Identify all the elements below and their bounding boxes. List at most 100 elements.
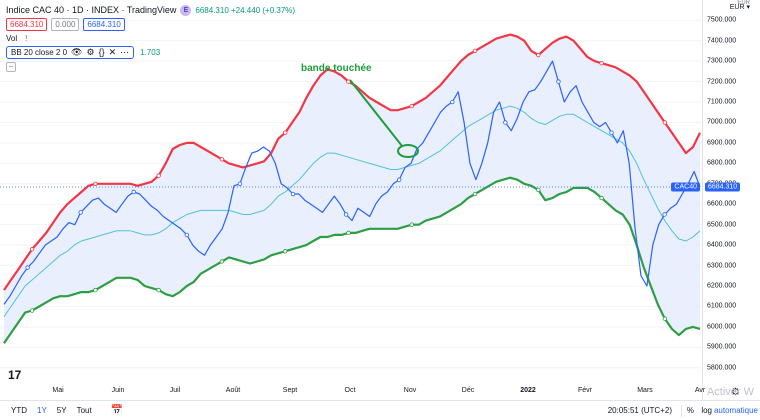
- month-label: Juin: [111, 387, 125, 394]
- series-marker: [29, 247, 35, 252]
- price-tick-label: 7000.000: [707, 118, 737, 126]
- chart-legend: Indice CAC 40 · 1D · INDEX · TradingView…: [6, 3, 295, 72]
- price-tick-label: 5800.000: [707, 364, 737, 372]
- touch-highlight-ellipse: [397, 144, 419, 158]
- price-axis[interactable]: EUR EUR ▾ 7500.000 7400.000 7300.000 7200.0…: [702, 0, 760, 400]
- series-marker: [346, 230, 351, 236]
- series-marker: [25, 265, 30, 270]
- price-tick-label: 6300.000: [707, 262, 737, 270]
- eye-icon[interactable]: 👁: [71, 46, 83, 57]
- last-price-label: 6684.310: [705, 182, 741, 192]
- series-marker: [450, 99, 455, 105]
- log-toggle[interactable]: log: [701, 406, 712, 415]
- percent-toggle[interactable]: %: [686, 406, 694, 415]
- series-marker: [156, 287, 161, 293]
- indicator-label: BB 20 close 2 0: [11, 47, 68, 57]
- ask-price-box[interactable]: 6684.310: [83, 17, 125, 31]
- series-marker: [93, 287, 98, 293]
- price-tick-label: 6800.000: [707, 159, 737, 167]
- clock[interactable]: 20:05:51 (UTC+2): [607, 406, 672, 415]
- range-button-tout[interactable]: Tout: [76, 406, 92, 415]
- series-marker: [78, 210, 83, 215]
- month-label: Août: [225, 387, 241, 394]
- source-code-icon[interactable]: {}: [98, 47, 105, 57]
- annotation-text[interactable]: bande touchée: [301, 63, 372, 74]
- series-marker: [536, 52, 541, 58]
- series-marker: [409, 222, 414, 227]
- month-label: Nov: [403, 387, 417, 394]
- price-chart[interactable]: [0, 0, 702, 384]
- price-tick-label: 7100.000: [707, 98, 737, 106]
- bollinger-basis-line[interactable]: [3, 105, 701, 317]
- series-marker: [219, 259, 225, 264]
- price-tick-label: 7200.000: [707, 78, 737, 86]
- exchange-badge-icon: E: [180, 4, 192, 16]
- price-tick-label: 6100.000: [707, 302, 737, 310]
- settings-icon[interactable]: ⚙: [86, 46, 95, 57]
- series-marker: [472, 48, 478, 54]
- currency-select[interactable]: EUR ▾: [729, 4, 750, 11]
- windows-activation-watermark: Activer W: [706, 386, 754, 398]
- price-tick-label: 6600.000: [707, 200, 737, 208]
- series-marker: [609, 130, 614, 135]
- series-marker: [283, 249, 288, 254]
- month-label: Oct: [344, 387, 356, 394]
- series-marker: [409, 103, 414, 109]
- currency-top: EUR: [737, 0, 750, 6]
- collapse-legend-icon[interactable]: −: [6, 62, 16, 72]
- series-marker: [396, 177, 402, 182]
- bollinger-lower-band[interactable]: [3, 176, 701, 344]
- symbol-tag: CAC40: [671, 182, 700, 192]
- close-icon[interactable]: ✕: [108, 46, 117, 57]
- series-marker: [556, 79, 561, 84]
- annotation-arrow: [349, 79, 403, 147]
- month-label: Févr: [578, 387, 592, 394]
- series-marker: [29, 308, 35, 313]
- symbol-title[interactable]: Indice CAC 40 · 1D · INDEX · TradingView: [6, 5, 177, 15]
- range-button-ytd[interactable]: YTD: [11, 406, 27, 415]
- series-marker: [343, 212, 349, 217]
- series-marker: [283, 130, 288, 135]
- series-marker: [536, 187, 541, 193]
- price-tick-label: 6000.000: [707, 323, 737, 331]
- range-button-5y[interactable]: 5Y: [56, 406, 67, 415]
- bid-price-box[interactable]: 6684.310: [6, 17, 48, 31]
- price-tick-label: 6200.000: [707, 282, 737, 290]
- series-marker: [290, 191, 296, 197]
- month-label: Mai: [52, 387, 64, 394]
- month-label: Déc: [461, 387, 475, 394]
- series-marker: [599, 60, 604, 66]
- series-marker: [93, 181, 98, 187]
- time-axis[interactable]: Mai Juin Juil Août Sept Oct Nov Déc 2022 Févr Mars…: [0, 384, 705, 400]
- series-marker: [472, 191, 478, 197]
- ohlc-values: 6684.310 +24.440 (+0.37%): [195, 5, 296, 15]
- price-tick-label: 7300.000: [707, 57, 737, 65]
- more-icon[interactable]: ⋯: [120, 46, 130, 57]
- bottom-toolbar: YTD 1Y 5Y Tout 📅 20:05:51 (UTC+2) % log aut…: [0, 400, 760, 420]
- series-marker: [662, 316, 668, 321]
- price-tick-label: 6900.000: [707, 139, 737, 147]
- month-label: Juil: [169, 387, 181, 394]
- series-marker: [219, 157, 225, 162]
- price-series-line[interactable]: [3, 60, 701, 305]
- price-tick-label: 7500.000: [707, 16, 737, 24]
- divider: [681, 404, 682, 417]
- indicator-value: 1.703: [140, 47, 161, 57]
- bollinger-indicator-legend[interactable]: BB 20 close 2 0 👁 ⚙ {} ✕ ⋯: [6, 45, 135, 59]
- month-label: 2022: [520, 387, 536, 394]
- auto-scale-toggle[interactable]: automatique: [713, 406, 758, 415]
- axis-settings-icon[interactable]: ⚙: [731, 387, 740, 398]
- range-button-1y[interactable]: 1Y: [37, 406, 47, 415]
- date-range-icon[interactable]: 📅: [110, 405, 124, 416]
- series-marker: [131, 189, 136, 195]
- price-tick-label: 5900.000: [707, 343, 737, 351]
- series-marker: [599, 195, 604, 201]
- month-label: Sept: [282, 387, 298, 394]
- band-fill-area: [4, 34, 700, 344]
- price-tick-label: 7400.000: [707, 37, 737, 45]
- volume-label[interactable]: Vol: [6, 33, 18, 43]
- series-marker: [237, 181, 243, 187]
- series-marker: [662, 120, 668, 125]
- tradingview-logo-icon[interactable]: 17: [8, 368, 22, 382]
- price-tick-label: 6500.000: [707, 221, 737, 229]
